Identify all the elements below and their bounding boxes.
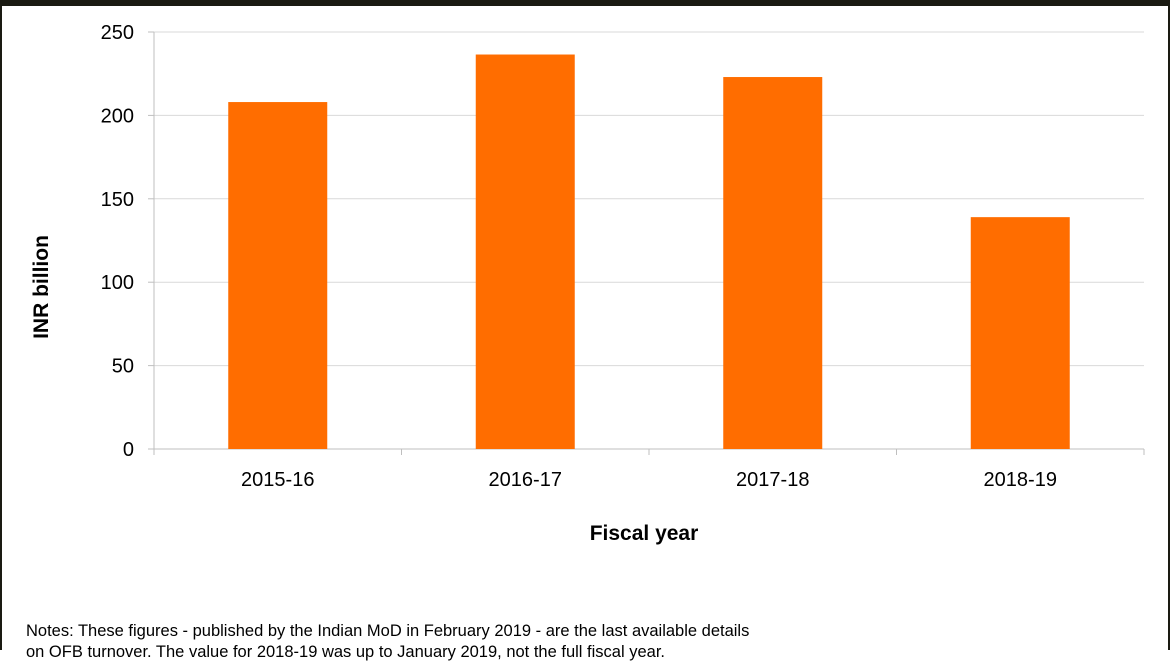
- x-tick-label: 2016-17: [489, 469, 562, 491]
- x-tick-label: 2017-18: [736, 469, 809, 491]
- y-axis-title: INR billion: [30, 235, 53, 339]
- bar-2018-19: [970, 217, 1070, 449]
- bar-2016-17: [475, 54, 575, 449]
- y-tick-label: 200: [101, 105, 134, 127]
- notes-line-1: Notes: These figures - published by the …: [26, 622, 750, 640]
- left-border: [0, 6, 2, 650]
- y-tick-label: 150: [101, 189, 134, 211]
- y-tick-label: 0: [123, 439, 134, 461]
- x-tick-label: 2015-16: [241, 469, 314, 491]
- y-tick-label: 100: [101, 272, 134, 294]
- right-border: [1168, 6, 1170, 650]
- y-tick-label: 50: [112, 356, 134, 378]
- bar-chart: 0 50 100 150 200 250 2015-16 2016-17 2017-18 2018…: [30, 22, 1145, 545]
- x-axis-title: Fiscal year: [590, 522, 699, 545]
- chart-notes: Notes: These figures - published by the …: [26, 621, 926, 663]
- notes-line-2: on OFB turnover. The value for 2018-19 w…: [26, 643, 665, 661]
- x-tick-label: 2018-19: [984, 469, 1057, 491]
- top-border: [0, 0, 1170, 6]
- bar-2015-16: [228, 102, 328, 449]
- y-tick-label: 250: [101, 22, 134, 44]
- bar-2017-18: [723, 77, 823, 449]
